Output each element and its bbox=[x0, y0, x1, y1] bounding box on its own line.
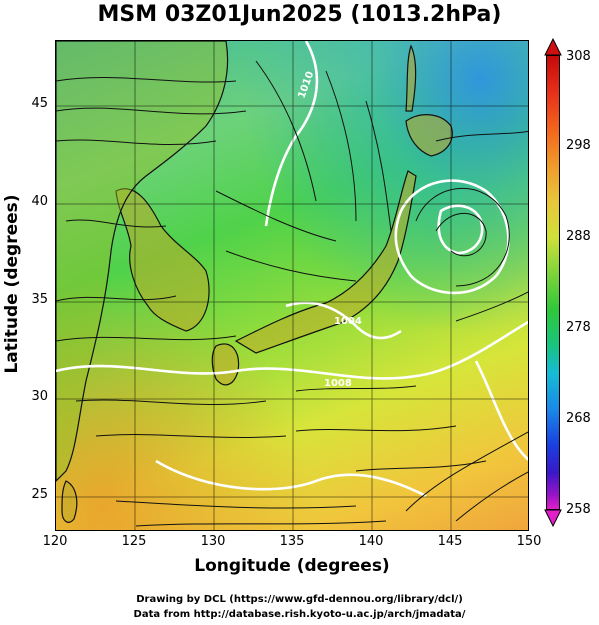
honshu bbox=[234, 170, 417, 354]
taiwan bbox=[61, 480, 78, 523]
x-tick: 150 bbox=[516, 534, 542, 549]
triangle-up-icon bbox=[544, 38, 562, 56]
map-title: MSM 03Z01Jun2025 (1013.2hPa) bbox=[97, 2, 502, 27]
contour-label: 1008 bbox=[324, 378, 352, 389]
y-tick: 45 bbox=[31, 96, 48, 111]
credit-line-1: Drawing by DCL (https://www.gfd-dennou.o… bbox=[136, 594, 463, 605]
mainland-coast bbox=[56, 41, 229, 482]
y-axis-label: Latitude (degrees) bbox=[2, 194, 22, 374]
colorbar-tick: 258 bbox=[566, 502, 591, 517]
x-tick: 125 bbox=[121, 534, 147, 549]
y-tick: 25 bbox=[31, 487, 48, 502]
isobars bbox=[56, 41, 528, 498]
y-tick: 30 bbox=[31, 389, 48, 404]
colorbar-tick: 268 bbox=[566, 411, 591, 426]
korean-peninsula bbox=[115, 188, 210, 332]
colorbar-tick: 278 bbox=[566, 320, 591, 335]
isobar-east bbox=[474, 360, 528, 461]
x-tick: 140 bbox=[358, 534, 384, 549]
colorbar-tick: 308 bbox=[566, 49, 591, 64]
x-tick: 120 bbox=[42, 534, 68, 549]
isobar-south bbox=[155, 459, 427, 498]
colorbar-tick: 288 bbox=[566, 229, 591, 244]
isobar-1010 bbox=[264, 41, 319, 227]
hokkaido bbox=[405, 114, 453, 157]
y-tick: 35 bbox=[31, 292, 48, 307]
isobar-1004 bbox=[285, 301, 402, 340]
x-tick: 130 bbox=[200, 534, 226, 549]
isobar-low-inner bbox=[437, 204, 484, 255]
x-tick: 145 bbox=[437, 534, 463, 549]
y-tick: 40 bbox=[31, 194, 48, 209]
isobar-low-outer bbox=[394, 179, 510, 295]
triangle-down-icon bbox=[544, 509, 562, 527]
contour-label: 1004 bbox=[334, 316, 362, 327]
map-panel: 1010 1004 1008 bbox=[55, 40, 529, 531]
x-axis-label: Longitude (degrees) bbox=[194, 556, 390, 576]
coastlines bbox=[56, 41, 453, 523]
sakhalin bbox=[405, 44, 417, 112]
colorbar bbox=[546, 55, 560, 510]
isobar-1008 bbox=[56, 320, 528, 380]
colorbar-tick: 298 bbox=[566, 138, 591, 153]
x-tick: 135 bbox=[279, 534, 305, 549]
credit-line-2: Data from http://database.rish.kyoto-u.a… bbox=[133, 609, 466, 620]
kyushu bbox=[211, 343, 240, 386]
map-overlay: 1010 1004 1008 bbox=[56, 41, 528, 530]
contour-label: 1010 bbox=[296, 70, 316, 100]
streamlines bbox=[56, 60, 528, 527]
graticule bbox=[56, 41, 528, 530]
